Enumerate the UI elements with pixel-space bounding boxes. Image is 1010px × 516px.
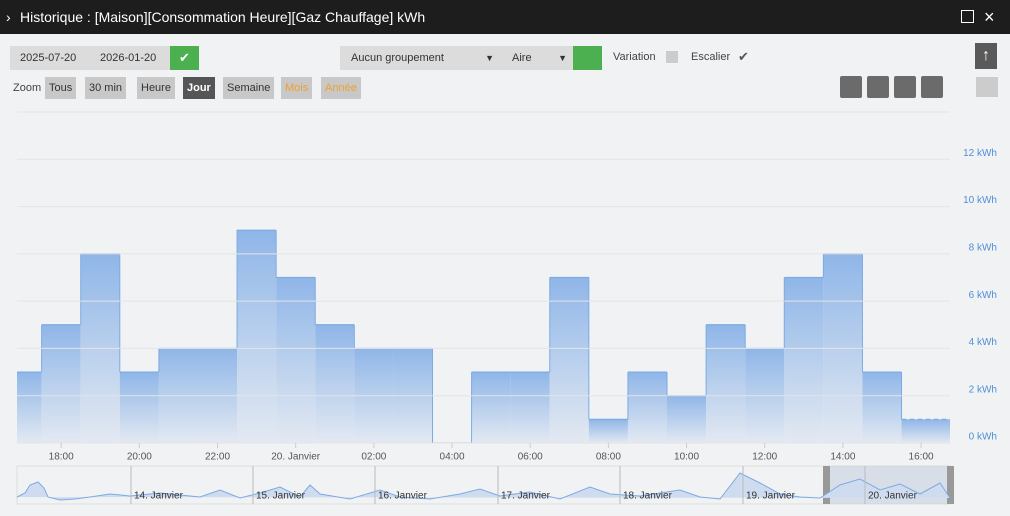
x-tick-label: 12:00	[752, 452, 777, 463]
step-area	[197, 348, 238, 443]
window-title: Historique : [Maison][Consommation Heure…	[20, 9, 426, 25]
x-tick-label: 22:00	[205, 452, 230, 463]
step-area	[745, 348, 785, 443]
grouping: Aucun groupement	[351, 52, 444, 64]
x-tick-label: 20. Janvier	[271, 452, 321, 463]
step-area	[549, 277, 589, 443]
step-area	[237, 230, 277, 443]
navigator-label: 20. Janvier	[868, 491, 918, 502]
zoom-button[interactable]: Année	[321, 77, 361, 99]
x-tick-label: 14:00	[830, 452, 855, 463]
navigator-handle[interactable]	[947, 466, 954, 504]
menu-button[interactable]	[976, 77, 998, 97]
grouping-select[interactable]: Aucun groupement ▼	[340, 46, 502, 70]
navigator-label: 14. Janvier	[134, 491, 184, 502]
close[interactable]: ×	[984, 7, 995, 27]
navigator-label: 19. Janvier	[746, 491, 796, 502]
step-area	[158, 348, 198, 443]
step-area	[17, 372, 42, 443]
y-tick-label: 4 kWh	[969, 337, 997, 348]
step-area	[588, 419, 628, 443]
chart-button[interactable]	[573, 46, 602, 70]
zoom-button[interactable]: Semaine	[223, 77, 275, 99]
y-tick-label: 2 kWh	[969, 384, 997, 395]
zoom-button[interactable]: 30 min	[85, 77, 127, 99]
step-area	[862, 372, 902, 443]
step-area	[510, 372, 550, 443]
tool-button[interactable]	[894, 76, 916, 98]
step-area	[119, 372, 159, 443]
x-tick-label: 18:00	[49, 452, 74, 463]
navigator-label: 16. Janvier	[378, 491, 428, 502]
step-area	[901, 419, 950, 443]
tool-button[interactable]	[840, 76, 862, 98]
navigator-label: 17. Janvier	[501, 491, 551, 502]
title-bar: › Historique : [Maison][Consommation Heu…	[0, 0, 1010, 34]
tool-button[interactable]	[921, 76, 943, 98]
navigator-handle[interactable]	[823, 466, 830, 504]
arrow-icon: ›	[6, 9, 11, 25]
step-area	[276, 277, 316, 443]
x-tick-label: 06:00	[518, 452, 543, 463]
step-area	[393, 348, 433, 443]
step-area	[667, 395, 707, 443]
navigator-window[interactable]	[825, 466, 952, 504]
stairs-check[interactable]: ✔	[738, 49, 749, 64]
step-area	[471, 372, 511, 443]
y-tick-label: 8 kWh	[969, 242, 997, 253]
step-area	[315, 324, 355, 443]
stairs-label: Escalier	[691, 51, 731, 63]
step-area	[627, 372, 668, 443]
x-tick-label: 20:00	[127, 452, 152, 463]
date-end[interactable]: 2026-01-20	[100, 52, 157, 64]
navigator-series	[16, 472, 951, 501]
x-tick-label: 08:00	[596, 452, 621, 463]
navigator-label: 15. Janvier	[256, 491, 306, 502]
navigator-label: 18. Janvier	[623, 491, 673, 502]
step-area	[706, 324, 746, 443]
date-start[interactable]: 2025-07-20	[20, 52, 77, 64]
step-area	[41, 324, 81, 443]
x-tick-label: 04:00	[440, 452, 465, 463]
variation-label: Variation	[613, 51, 656, 63]
step-area	[80, 253, 120, 443]
x-tick-label: 16:00	[909, 452, 934, 463]
step-area	[354, 348, 394, 443]
date-range: 2025-07-20 2026-01-20	[10, 46, 170, 70]
style-select[interactable]: Aire ▼	[502, 46, 573, 70]
maximize[interactable]	[961, 10, 974, 23]
tool-button[interactable]	[867, 76, 889, 98]
apply-button[interactable]: ✔	[170, 46, 199, 70]
step-area	[823, 253, 863, 443]
y-tick-label: 12 kWh	[963, 148, 997, 159]
zoom-button[interactable]: Mois	[281, 77, 313, 99]
y-tick-label: 0 kWh	[969, 432, 997, 443]
zoom-label: Zoom	[13, 82, 42, 94]
y-tick-label: 6 kWh	[969, 290, 997, 301]
x-tick-label: 10:00	[674, 452, 699, 463]
zoom-button[interactable]: Heure	[137, 77, 175, 99]
up-button[interactable]: ↑	[975, 43, 997, 69]
step-area	[784, 277, 824, 443]
variation-check[interactable]	[666, 51, 678, 63]
chart-style: Aire	[512, 52, 532, 64]
navigator	[16, 465, 951, 505]
y-tick-label: 10 kWh	[963, 195, 997, 206]
x-tick-label: 02:00	[361, 452, 386, 463]
zoom-button[interactable]: Jour	[183, 77, 215, 99]
zoom-button[interactable]: Tous	[45, 77, 77, 99]
